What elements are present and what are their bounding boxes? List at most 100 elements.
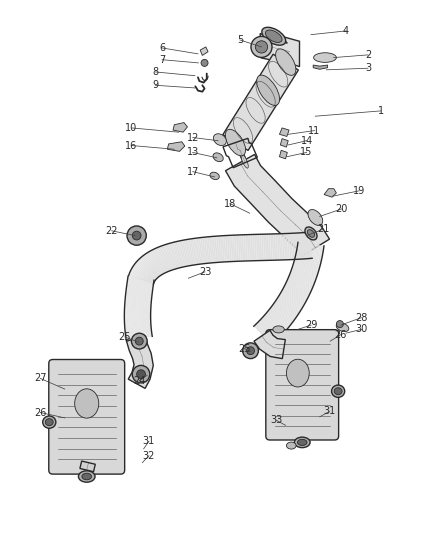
Polygon shape [160,246,171,271]
Polygon shape [286,281,310,294]
Polygon shape [273,304,295,320]
Polygon shape [286,233,288,260]
Polygon shape [124,313,151,314]
Polygon shape [241,235,244,261]
Polygon shape [297,251,322,256]
Polygon shape [296,254,321,260]
Polygon shape [298,243,324,247]
Polygon shape [262,317,282,336]
Text: 15: 15 [300,148,313,157]
Polygon shape [272,234,274,260]
Polygon shape [126,290,152,294]
Polygon shape [125,332,152,335]
Polygon shape [293,264,318,273]
Polygon shape [126,293,152,296]
Polygon shape [294,261,320,268]
Polygon shape [125,330,152,334]
Ellipse shape [237,144,244,158]
Ellipse shape [332,385,345,398]
Polygon shape [280,233,283,260]
Polygon shape [126,294,152,297]
Text: 32: 32 [143,451,155,461]
Polygon shape [127,287,152,290]
FancyBboxPatch shape [49,359,125,474]
Polygon shape [126,335,152,340]
Polygon shape [291,269,316,279]
Polygon shape [285,284,309,296]
Polygon shape [264,316,284,334]
Polygon shape [125,302,151,304]
Text: 30: 30 [355,325,367,334]
Polygon shape [272,305,294,321]
Polygon shape [198,238,203,264]
Polygon shape [124,316,151,317]
Polygon shape [128,278,154,282]
Polygon shape [129,273,154,284]
Polygon shape [125,328,151,330]
Polygon shape [269,309,290,327]
Text: 6: 6 [159,43,165,53]
Polygon shape [284,285,308,298]
Polygon shape [165,244,174,270]
Polygon shape [254,330,285,359]
Ellipse shape [226,130,246,156]
Polygon shape [287,279,312,290]
Ellipse shape [234,140,240,154]
Polygon shape [297,248,323,253]
Polygon shape [126,333,152,337]
Circle shape [201,59,208,67]
Ellipse shape [238,147,245,160]
Ellipse shape [231,145,244,154]
Polygon shape [216,236,220,262]
Ellipse shape [78,471,95,482]
Ellipse shape [297,439,307,446]
Polygon shape [124,315,151,316]
Polygon shape [152,249,165,273]
Polygon shape [293,263,318,272]
Text: 22: 22 [106,226,118,236]
Polygon shape [126,288,152,292]
Polygon shape [301,233,304,259]
Polygon shape [130,270,155,282]
Polygon shape [260,319,280,338]
Polygon shape [280,292,304,306]
Polygon shape [125,295,152,298]
Polygon shape [307,232,311,259]
Polygon shape [125,303,151,305]
Polygon shape [265,313,286,331]
Polygon shape [271,306,292,324]
Polygon shape [313,65,328,69]
Polygon shape [265,314,286,332]
Ellipse shape [257,75,279,106]
Polygon shape [126,291,152,295]
Text: 1: 1 [378,106,384,116]
Text: 8: 8 [152,67,159,77]
Polygon shape [126,294,152,298]
Polygon shape [259,320,279,340]
Ellipse shape [286,359,309,387]
Text: 31: 31 [143,437,155,446]
Polygon shape [291,270,316,280]
Polygon shape [289,275,314,286]
Polygon shape [125,306,151,308]
Polygon shape [296,252,322,259]
Polygon shape [297,233,300,259]
Text: 26: 26 [34,408,46,417]
Polygon shape [126,334,152,337]
Polygon shape [124,306,151,309]
Text: 24: 24 [133,376,145,385]
Polygon shape [290,274,314,285]
Ellipse shape [305,227,317,240]
Polygon shape [126,332,152,336]
Circle shape [127,226,146,245]
Ellipse shape [210,172,219,180]
Polygon shape [289,233,291,260]
Polygon shape [209,237,213,263]
Polygon shape [172,242,180,268]
Polygon shape [127,282,153,287]
Polygon shape [295,256,321,263]
Polygon shape [279,295,302,310]
Text: 33: 33 [270,415,282,425]
Polygon shape [205,237,210,263]
Polygon shape [124,317,151,318]
